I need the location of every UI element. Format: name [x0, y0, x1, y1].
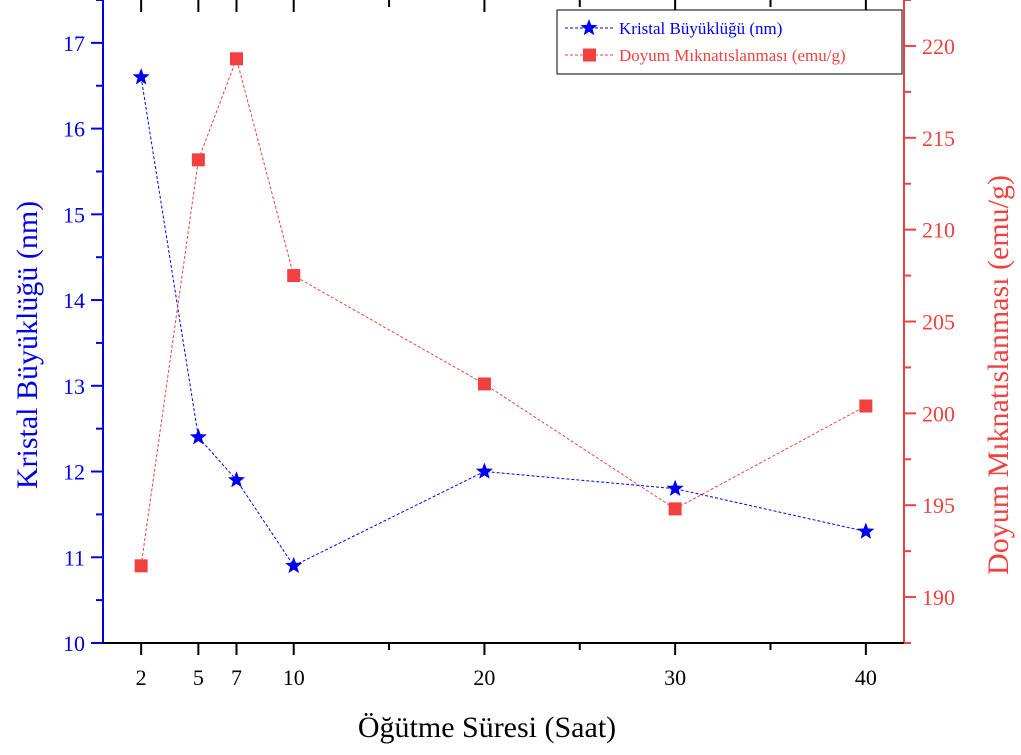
x-tick-label: 20 — [473, 665, 495, 690]
x-tick-label: 30 — [664, 665, 686, 690]
left-tick-label: 11 — [64, 545, 85, 570]
x-tick-label: 10 — [283, 665, 305, 690]
legend-star-icon — [580, 19, 598, 36]
crystal-size-point — [189, 428, 207, 445]
crystal-size-point — [857, 522, 875, 539]
left-tick-label: 10 — [63, 631, 85, 656]
saturation-magnetization-point — [668, 502, 682, 516]
crystal-size-line — [140, 77, 867, 567]
right-axis-title: Doyum Mıknatıslanması (emu/g) — [982, 175, 1015, 575]
left-tick-label: 13 — [63, 374, 85, 399]
legend-label: Kristal Büyüklüğü (nm) — [619, 19, 782, 38]
right-tick-label: 195 — [922, 493, 955, 518]
saturation-magnetization-point — [287, 269, 301, 283]
right-tick-label: 200 — [922, 401, 955, 426]
crystal-size-point — [132, 68, 150, 85]
x-tick-label: 7 — [231, 665, 242, 690]
saturation-magnetization-point — [230, 52, 243, 66]
right-tick-label: 220 — [922, 34, 955, 59]
saturation-magnetization-point — [134, 559, 148, 573]
legend: Kristal Büyüklüğü (nm) Doyum Mıknatıslanm… — [556, 9, 903, 75]
x-tick-label: 40 — [855, 665, 877, 690]
left-axis-title: Kristal Büyüklüğü (nm) — [11, 201, 44, 489]
right-tick-label: 190 — [922, 585, 955, 610]
left-tick-label: 14 — [63, 288, 85, 313]
left-tick-label: 12 — [63, 460, 85, 485]
right-tick-label: 215 — [922, 126, 955, 151]
crystal-size-point — [285, 556, 303, 574]
left-tick-label: 15 — [63, 202, 85, 227]
axes: 2 5 7 10 20 30 40 10 11 12 13 14 15 16 17 190 195 200 205 2… — [63, 0, 955, 690]
x-tick-label: 2 — [136, 665, 147, 690]
crystal-size-point — [475, 462, 493, 479]
legend-label: Doyum Mıknatıslanması (emu/g) — [619, 46, 846, 65]
saturation-magnetization-point — [191, 153, 205, 167]
series-lines — [140, 57, 867, 567]
right-tick-label: 205 — [922, 310, 955, 335]
legend-square-icon — [583, 48, 596, 62]
saturation-magnetization-line — [140, 57, 867, 566]
crystal-size-point — [666, 479, 684, 496]
x-axis-title: Öğütme Süresi (Saat) — [358, 711, 616, 744]
left-tick-label: 16 — [63, 117, 85, 142]
saturation-magnetization-point — [477, 377, 491, 391]
x-tick-label: 5 — [193, 665, 204, 690]
legend-box — [556, 9, 903, 75]
series-markers — [132, 52, 875, 574]
left-tick-label: 17 — [63, 31, 85, 56]
crystal-size-point — [227, 471, 246, 488]
saturation-magnetization-point — [859, 399, 873, 413]
right-tick-label: 210 — [922, 218, 955, 243]
